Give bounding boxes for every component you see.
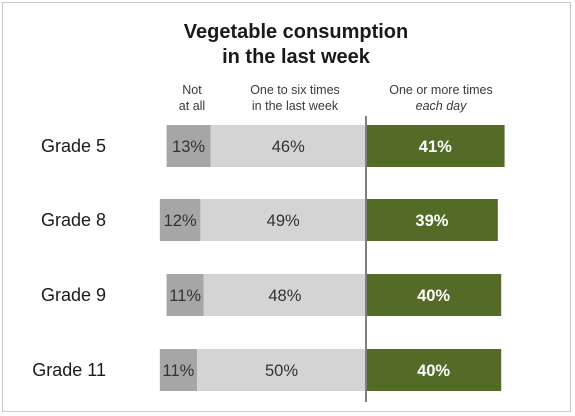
bar-not-at-all-grade-11: [159, 349, 197, 391]
header-daily-line-1: One or more times: [389, 83, 493, 97]
data-label-not-at-all-grade-5: 13%: [172, 138, 205, 156]
header-not-at-all-line-1: Not: [182, 83, 202, 97]
bar-daily-grade-5: [366, 125, 505, 167]
data-label-one-to-six-grade-11: 50%: [265, 362, 298, 380]
bar-daily-grade-11: [366, 349, 502, 391]
bar-daily-grade-9: [366, 274, 502, 316]
bar-one-to-six-grade-9: [203, 274, 366, 316]
header-daily-line-2: each day: [416, 99, 467, 113]
data-label-one-to-six-grade-8: 49%: [267, 212, 300, 230]
header-one-to-six-line-2: in the last week: [252, 99, 339, 113]
data-label-daily-grade-8: 39%: [415, 212, 448, 230]
data-label-not-at-all-grade-8: 12%: [164, 212, 197, 230]
header-not-at-all-line-2: at all: [179, 99, 205, 113]
chart-title-line-2: in the last week: [222, 46, 371, 68]
bar-not-at-all-grade-8: [159, 199, 201, 241]
bar-one-to-six-grade-5: [210, 125, 366, 167]
data-label-one-to-six-grade-5: 46%: [272, 138, 305, 156]
data-label-not-at-all-grade-9: 11%: [169, 287, 201, 305]
bar-one-to-six-grade-8: [200, 199, 366, 241]
bar-not-at-all-grade-5: [166, 125, 211, 167]
data-label-not-at-all-grade-11: 11%: [163, 362, 195, 380]
bar-one-to-six-grade-11: [197, 349, 366, 391]
data-label-daily-grade-9: 40%: [417, 287, 450, 305]
data-label-one-to-six-grade-9: 48%: [268, 287, 301, 305]
row-label-grade-11: Grade 11: [32, 360, 106, 380]
row-label-grade-8: Grade 8: [41, 210, 106, 230]
header-one-to-six-line-1: One to six times: [250, 83, 340, 97]
bar-not-at-all-grade-9: [166, 274, 204, 316]
data-label-daily-grade-11: 40%: [417, 362, 450, 380]
chart-title-line-1: Vegetable consumption: [184, 21, 408, 43]
row-label-grade-9: Grade 9: [41, 285, 106, 305]
bar-daily-grade-8: [366, 199, 498, 241]
row-label-grade-5: Grade 5: [41, 136, 106, 156]
chart-rows: Grade 5 13% 46% 41% Grade 8 12% 49% 39% Grade 9 1…: [32, 125, 505, 391]
data-label-daily-grade-5: 41%: [419, 138, 452, 156]
